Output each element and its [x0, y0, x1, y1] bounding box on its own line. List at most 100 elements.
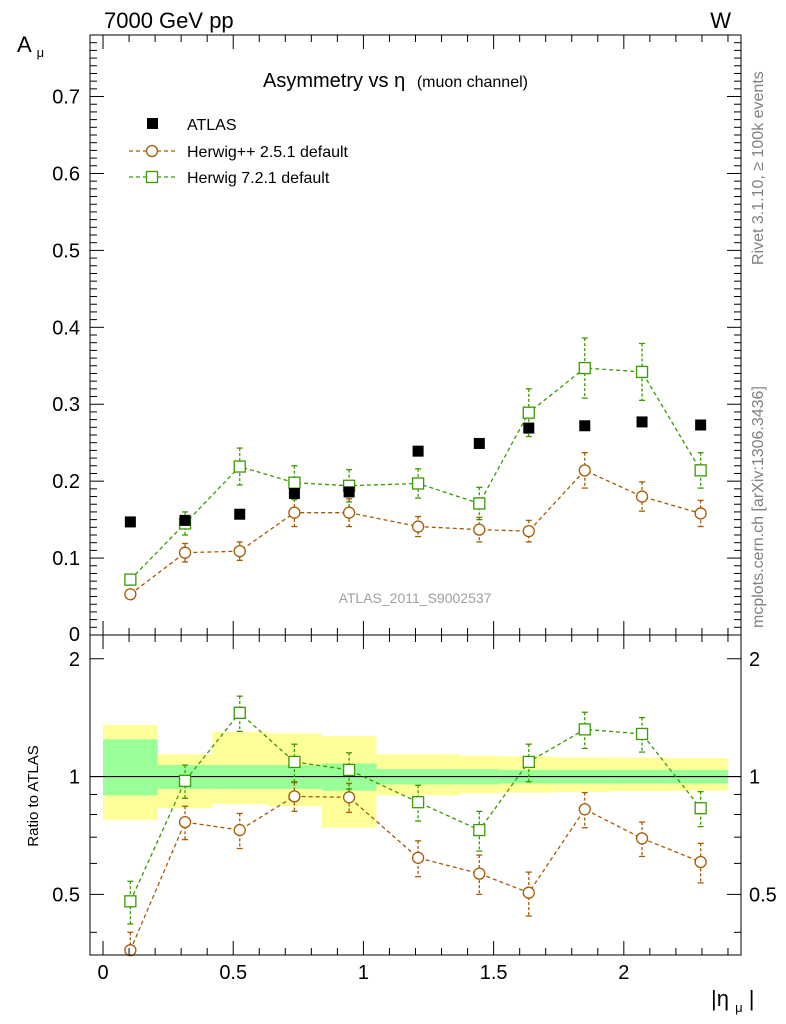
ratio-y-tick-label: 1 — [749, 767, 760, 789]
chart-title: Asymmetry vs η (muon channel) — [263, 70, 528, 92]
ratio-herwig7-point — [578, 723, 591, 736]
herwigpp-point — [522, 525, 535, 538]
ratio-panel-frame — [89, 634, 742, 956]
herwigpp-point — [178, 546, 192, 559]
ratio-herwig7-point — [411, 796, 425, 809]
herwig7-point — [473, 497, 486, 510]
herwigpp-point — [411, 520, 425, 533]
y-axis-label-sub: μ — [37, 45, 45, 60]
atlas-point — [695, 419, 707, 431]
ratio-herwigpp-point — [288, 790, 301, 803]
legend-herwig7-marker — [145, 170, 159, 184]
ratio-herwig7-line — [129, 711, 702, 902]
ratio-herwig7-point — [233, 706, 246, 719]
y-tick-label: 0 — [69, 624, 80, 646]
x-axis-label-end: | — [749, 986, 755, 1011]
ratio-herwig7-point — [522, 755, 535, 769]
herwigpp-point — [473, 523, 486, 536]
y-axis-label-main: A — [17, 32, 32, 57]
y-tick-label: 0.6 — [52, 163, 80, 185]
ratio-herwig7-point — [473, 823, 486, 837]
ratio-herwig7-point — [342, 763, 356, 777]
atlas-point — [523, 422, 535, 434]
main-panel-axes: 0.1 0.2 0.3 0.4 0.5 0.6 0.7 0 — [52, 34, 741, 646]
herwig7-point — [578, 361, 591, 375]
herwigpp-point — [288, 506, 301, 519]
ratio-herwig7-point — [124, 895, 137, 908]
atlas-point — [579, 420, 591, 432]
legend: ATLAS Herwig++ 2.5.1 default Herwig 7.2.… — [129, 117, 349, 187]
ratio-herwig7-point — [178, 774, 192, 788]
ratio-y-tick-label: 2 — [69, 649, 80, 671]
x-tick-label: 0 — [97, 962, 108, 984]
legend-herwigpp-label: Herwig++ 2.5.1 default — [187, 144, 349, 161]
ratio-herwig7-point — [694, 802, 707, 815]
herwigpp-point — [635, 490, 649, 503]
ratio-panel-axes: 0.5 0.5 1 1 2 2 0 0.5 1 1.5 2 — [52, 635, 777, 984]
chart-title-suffix: (muon channel) — [417, 74, 528, 91]
atlas-point — [179, 514, 191, 526]
ratio-y-tick-label: 0.5 — [749, 884, 777, 906]
herwig7-point — [233, 460, 246, 473]
ratio-herwigpp-point — [473, 867, 486, 880]
atlas-point — [124, 516, 136, 528]
x-tick-label: 2 — [618, 962, 629, 984]
rivet-version-label: Rivet 3.1.10, ≥ 100k events — [750, 71, 767, 265]
legend-herwigpp-marker — [145, 144, 159, 158]
x-tick-label: 1.5 — [480, 962, 508, 984]
x-tick-label: 0.5 — [219, 962, 247, 984]
chart-title-main: Asymmetry vs — [263, 70, 389, 92]
y-axis-label: A μ — [17, 32, 44, 60]
y-tick-label: 0.5 — [52, 240, 80, 262]
ratio-herwigpp-point — [578, 803, 591, 816]
ratio-herwigpp-point — [233, 823, 246, 837]
herwigpp-point — [233, 545, 246, 558]
x-axis-label-sub: μ — [735, 1000, 743, 1015]
ratio-band-inner — [103, 739, 158, 796]
ratio-herwigpp-point — [124, 944, 137, 957]
x-axis-label: |η μ | — [711, 986, 754, 1017]
ratio-herwigpp-line — [129, 795, 701, 951]
ratio-herwigpp-point — [522, 886, 535, 899]
ratio-y-tick-label: 1 — [69, 767, 80, 789]
chart-title-symbol: η — [394, 70, 405, 92]
atlas-point — [288, 487, 300, 499]
atlas-point — [343, 486, 355, 498]
ratio-y-axis-label: Ratio to ATLAS — [25, 745, 42, 846]
ratio-herwigpp-point — [342, 791, 356, 804]
y-tick-label: 0.1 — [52, 548, 80, 570]
herwigpp-point — [694, 507, 707, 520]
ratio-panel-marks — [124, 695, 707, 957]
header-left: 7000 GeV pp — [104, 8, 234, 33]
atlas-point — [473, 437, 485, 449]
header-right: W — [710, 8, 731, 33]
ratio-herwigpp-point — [694, 855, 707, 869]
herwig7-point — [288, 476, 301, 489]
herwigpp-point — [578, 464, 591, 477]
herwigpp-point — [342, 506, 356, 519]
ratio-herwigpp-point — [635, 832, 649, 845]
ratio-herwig7-point — [635, 727, 649, 741]
legend-herwig7-label: Herwig 7.2.1 default — [187, 170, 330, 187]
ratio-panel: 0.5 0.5 1 1 2 2 0 0.5 1 1.5 2 Ratio to ATLAS |η μ … — [25, 634, 777, 1017]
ratio-herwigpp-point — [411, 851, 425, 864]
atlas-point — [636, 416, 648, 428]
mcplots-citation-label: mcplots.cern.ch [arXiv:1306.3436] — [750, 386, 767, 628]
herwig7-point — [635, 365, 649, 379]
analysis-watermark: ATLAS_2011_S9002537 — [339, 590, 492, 606]
y-tick-label: 0.7 — [52, 87, 80, 109]
herwig7-point — [694, 464, 707, 477]
legend-atlas-marker — [147, 118, 158, 129]
herwig7-point — [124, 573, 137, 586]
ratio-herwigpp-point — [178, 815, 192, 829]
legend-atlas-label: ATLAS — [187, 117, 237, 134]
main-panel: 0.1 0.2 0.3 0.4 0.5 0.6 0.7 0 Asymmetry vs η (m… — [17, 32, 742, 646]
herwig7-point — [522, 406, 535, 419]
x-axis-label-main: |η — [711, 986, 729, 1011]
herwig7-point — [411, 477, 425, 490]
ratio-y-tick-label: 0.5 — [52, 884, 80, 906]
y-tick-label: 0.3 — [52, 394, 80, 416]
x-tick-label: 1 — [358, 962, 369, 984]
ratio-herwig7-point — [288, 755, 301, 769]
